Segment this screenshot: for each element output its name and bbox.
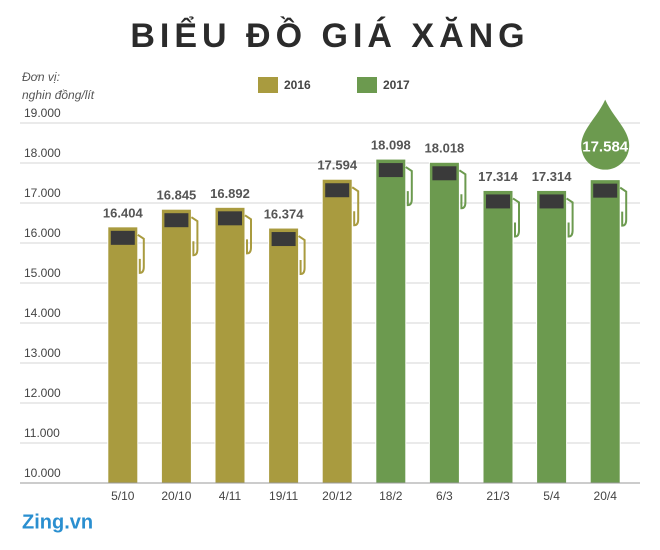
bar xyxy=(589,179,621,484)
y-tick-label: 10.000 xyxy=(24,466,61,480)
pump-window xyxy=(164,213,189,228)
pump-nozzle xyxy=(298,235,306,276)
value-label: 16.404 xyxy=(103,205,144,220)
bar xyxy=(268,227,300,484)
pump-window xyxy=(271,232,296,247)
x-tick-label: 4/11 xyxy=(219,489,242,503)
bar xyxy=(482,189,514,484)
pump-window xyxy=(325,183,350,198)
x-tick-label: 18/2 xyxy=(379,489,403,503)
x-tick-label: 5/10 xyxy=(111,489,135,503)
pump-window xyxy=(593,183,618,198)
x-tick-label: 5/4 xyxy=(543,489,560,503)
y-tick-label: 16.000 xyxy=(24,226,61,240)
x-tick-label: 20/10 xyxy=(161,489,191,503)
value-label: 16.845 xyxy=(157,188,197,203)
x-tick-label: 19/11 xyxy=(269,489,298,503)
pump-nozzle xyxy=(351,186,360,227)
y-tick-label: 19.000 xyxy=(24,106,61,120)
value-label: 17.314 xyxy=(532,169,573,184)
bar xyxy=(214,206,246,484)
x-tick-label: 20/12 xyxy=(322,489,352,503)
bar xyxy=(536,189,568,484)
y-tick-label: 11.000 xyxy=(24,426,60,440)
pump-nozzle xyxy=(190,216,199,257)
highlight-drop xyxy=(581,99,630,170)
x-tick-label: 20/4 xyxy=(594,489,618,503)
y-tick-label: 17.000 xyxy=(24,186,61,200)
bar xyxy=(321,178,353,484)
pump-window xyxy=(432,166,457,181)
bar xyxy=(107,226,139,484)
value-label: 18.018 xyxy=(425,141,465,156)
axis-label: nghin đồng/lít xyxy=(22,88,95,102)
pump-nozzle xyxy=(512,197,520,238)
y-tick-label: 18.000 xyxy=(24,146,61,160)
pump-nozzle xyxy=(566,197,574,238)
axis-label: Đơn vị: xyxy=(22,70,60,84)
y-tick-label: 15.000 xyxy=(24,266,61,280)
x-tick-label: 21/3 xyxy=(486,489,510,503)
value-label: 16.374 xyxy=(264,206,305,221)
pump-nozzle xyxy=(619,186,628,227)
pump-nozzle xyxy=(405,166,413,207)
chart-title: BIỂU ĐỒ GIÁ XĂNG xyxy=(130,17,529,55)
value-label: 17.584 xyxy=(582,139,629,156)
y-tick-label: 13.000 xyxy=(24,346,61,360)
value-label: 18.098 xyxy=(371,138,411,153)
legend-swatch xyxy=(258,77,278,93)
legend-label: 2016 xyxy=(284,78,311,92)
pump-window xyxy=(378,163,403,178)
legend-label: 2017 xyxy=(383,78,410,92)
bar xyxy=(160,208,192,484)
pump-nozzle xyxy=(458,169,467,210)
value-label: 17.594 xyxy=(317,158,358,173)
pump-window xyxy=(486,194,510,209)
pump-window xyxy=(218,211,242,226)
value-label: 16.892 xyxy=(210,186,250,201)
y-tick-label: 12.000 xyxy=(24,386,61,400)
pump-nozzle xyxy=(244,214,252,255)
y-tick-label: 14.000 xyxy=(24,306,61,320)
bar xyxy=(428,161,460,484)
source-logo: Zing.vn xyxy=(22,511,93,533)
value-label: 17.314 xyxy=(478,169,519,184)
pump-nozzle xyxy=(137,234,145,274)
pump-window xyxy=(539,194,564,209)
pump-window xyxy=(110,230,135,245)
bar xyxy=(375,158,407,484)
legend-swatch xyxy=(357,77,377,93)
x-tick-label: 6/3 xyxy=(436,489,453,503)
